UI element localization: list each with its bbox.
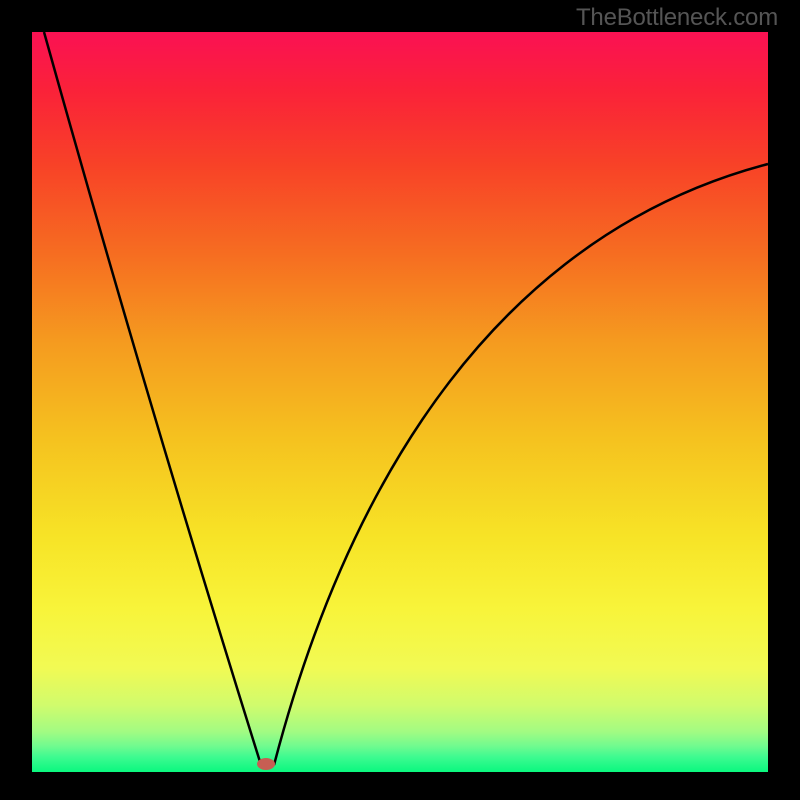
left-branch xyxy=(44,32,261,765)
chart-container: TheBottleneck.com xyxy=(0,0,800,800)
curve-layer xyxy=(32,32,768,772)
plot-area xyxy=(32,32,768,772)
watermark-text: TheBottleneck.com xyxy=(576,4,778,32)
minimum-marker xyxy=(257,758,275,770)
right-branch xyxy=(274,164,768,765)
